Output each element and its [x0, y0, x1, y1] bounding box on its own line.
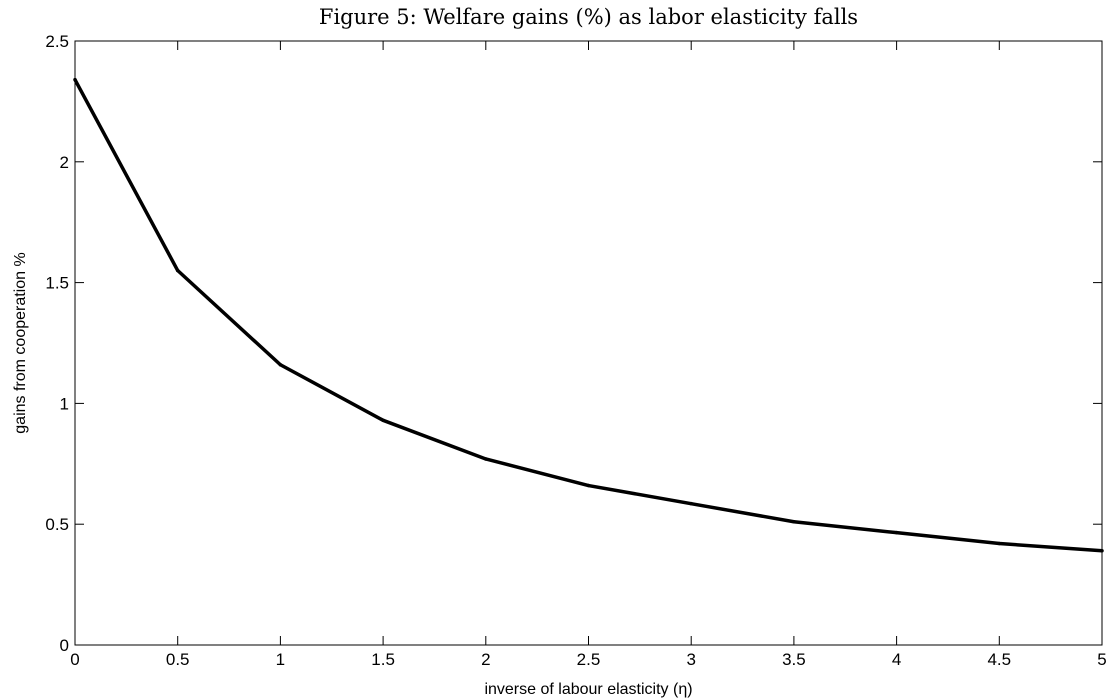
- y-tick-label: 2: [60, 153, 69, 172]
- data-point: [278, 362, 283, 367]
- x-tick-label: 0.5: [166, 650, 190, 669]
- y-axis-label: gains from cooperation %: [12, 252, 29, 433]
- x-tick-label: 3.5: [782, 650, 806, 669]
- series-line: [73, 78, 1103, 553]
- data-point: [175, 268, 180, 273]
- data-point: [484, 457, 488, 461]
- x-tick-label: 1: [276, 650, 285, 669]
- x-tick-label: 2: [481, 650, 490, 669]
- plot-frame: [74, 40, 1103, 646]
- data-point: [73, 77, 77, 82]
- data-point: [894, 530, 899, 535]
- series-layer: [73, 77, 1104, 553]
- y-tick-label: 0: [60, 636, 69, 655]
- data-point: [997, 541, 1002, 546]
- x-tick-label: 4: [892, 650, 901, 669]
- data-point: [689, 501, 693, 506]
- x-tick-label: 1.5: [371, 650, 395, 669]
- y-tick-label: 1.5: [45, 274, 69, 293]
- x-tick-label: 2.5: [577, 650, 601, 669]
- y-tick-label: 2.5: [45, 32, 69, 51]
- y-tick-label: 0.5: [45, 515, 69, 534]
- y-tick-label: 1: [60, 394, 69, 413]
- data-point: [1100, 549, 1104, 553]
- x-tick-label: 5: [1097, 650, 1106, 669]
- x-tick-label: 3: [686, 650, 695, 669]
- data-point: [381, 418, 385, 423]
- data-point: [586, 483, 591, 488]
- x-axis: 0 0.5 1 1.5 2 2.5 3 3.5 4 4.5 5: [70, 41, 1107, 669]
- x-tick-label: 0: [70, 650, 79, 669]
- data-point: [792, 520, 796, 524]
- y-axis: 0 0.5 1 1.5 2 2.5: [45, 32, 1102, 655]
- x-tick-label: 4.5: [987, 650, 1011, 669]
- x-axis-label: inverse of labour elasticity (η): [484, 681, 692, 698]
- chart-title: Figure 5: Welfare gains (%) as labor ela…: [318, 5, 859, 29]
- plot-border: [74, 40, 1103, 646]
